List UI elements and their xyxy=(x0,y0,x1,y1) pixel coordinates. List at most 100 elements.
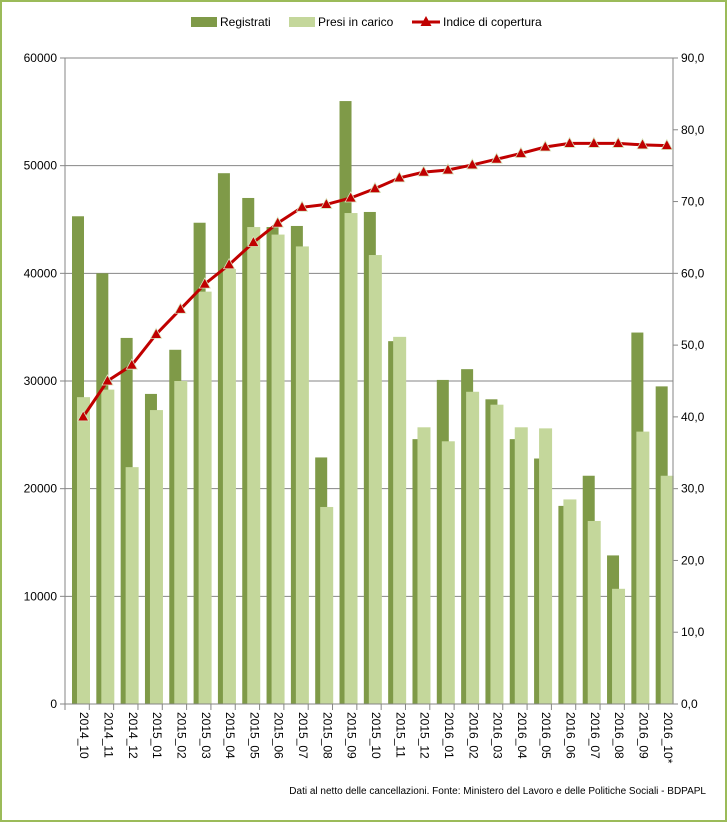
legend-swatch-presi-in-carico xyxy=(289,17,315,27)
bar-presi-in-carico xyxy=(636,431,650,704)
x-tick-label: 2014_10 xyxy=(77,712,91,759)
marker-indice-di-copertura xyxy=(125,358,138,370)
marker-indice-di-copertura xyxy=(344,191,357,203)
bar-presi-in-carico xyxy=(417,427,431,704)
marker-indice-di-copertura xyxy=(368,181,382,194)
marker-indice-di-copertura xyxy=(174,302,187,314)
x-tick-label: 2015_07 xyxy=(296,712,310,759)
bar-presi-in-carico xyxy=(660,475,674,704)
x-tick-label: 2016_01 xyxy=(442,712,456,759)
y-tick-label: 40000 xyxy=(24,266,58,280)
bar-presi-in-carico xyxy=(368,255,382,704)
x-tick-label: 2014_11 xyxy=(101,712,115,758)
marker-indice-di-copertura xyxy=(76,410,90,422)
x-tick-label: 2016_05 xyxy=(539,712,553,759)
bar-presi-in-carico xyxy=(441,441,455,704)
marker-indice-di-copertura xyxy=(587,136,601,148)
marker-indice-di-copertura xyxy=(514,146,528,158)
marker-indice-di-copertura xyxy=(149,327,163,339)
bar-presi-in-carico xyxy=(198,291,212,704)
marker-indice-di-copertura xyxy=(417,165,430,177)
y2-tick-label: 0,0 xyxy=(681,697,698,711)
bar-presi-in-carico xyxy=(514,427,528,704)
x-tick-label: 2016_10* xyxy=(661,712,675,764)
legend-swatch-registrati xyxy=(191,17,217,27)
marker-indice-di-copertura xyxy=(539,140,552,152)
bar-presi-in-carico xyxy=(295,246,309,704)
bar-presi-in-carico xyxy=(320,506,334,704)
bar-presi-in-carico xyxy=(125,467,139,704)
bar-presi-in-carico xyxy=(247,227,261,704)
marker-indice-di-copertura xyxy=(466,158,479,170)
marker-indice-di-copertura xyxy=(198,277,211,289)
bar-presi-in-carico xyxy=(271,234,285,704)
x-tick-label: 2015_03 xyxy=(199,712,213,759)
bar-presi-in-carico xyxy=(490,404,504,704)
y-tick-label: 10000 xyxy=(24,589,58,603)
bar-presi-in-carico xyxy=(149,410,163,704)
bar-presi-in-carico xyxy=(563,499,577,704)
y2-tick-label: 50,0 xyxy=(681,338,705,352)
marker-indice-di-copertura xyxy=(320,197,333,209)
x-tick-label: 2015_10 xyxy=(369,712,383,759)
y-tick-label: 20000 xyxy=(24,482,58,496)
bar-presi-in-carico xyxy=(393,336,407,704)
x-tick-label: 2016_09 xyxy=(637,712,651,759)
marker-indice-di-copertura xyxy=(563,136,576,148)
y-tick-label: 0 xyxy=(50,697,57,711)
x-tick-label: 2015_09 xyxy=(345,712,359,759)
legend-marker-indice-di-copertura xyxy=(420,16,432,26)
y-tick-label: 50000 xyxy=(24,159,58,173)
y2-tick-label: 70,0 xyxy=(681,195,705,209)
bar-presi-in-carico xyxy=(539,428,553,704)
x-tick-label: 2016_07 xyxy=(588,712,602,759)
x-tick-label: 2016_03 xyxy=(491,712,505,759)
marker-indice-di-copertura xyxy=(271,216,284,228)
marker-indice-di-copertura xyxy=(393,171,406,183)
marker-indice-di-copertura xyxy=(101,374,114,386)
x-tick-label: 2015_06 xyxy=(272,712,286,759)
marker-indice-di-copertura xyxy=(295,200,309,212)
bar-presi-in-carico xyxy=(344,213,358,705)
x-tick-label: 2016_02 xyxy=(466,712,480,759)
y2-tick-label: 10,0 xyxy=(681,625,705,639)
y2-tick-label: 60,0 xyxy=(681,266,705,280)
marker-indice-di-copertura xyxy=(490,152,503,164)
marker-indice-di-copertura xyxy=(660,138,674,150)
x-tick-label: 2015_05 xyxy=(247,712,261,759)
x-tick-label: 2015_01 xyxy=(150,712,164,759)
legend-label-presi-in-carico: Presi in carico xyxy=(318,15,394,29)
y-tick-label: 30000 xyxy=(24,374,58,388)
source-note: Dati al netto delle cancellazioni. Fonte… xyxy=(289,786,706,797)
y2-tick-label: 40,0 xyxy=(681,410,705,424)
legend-label-registrati: Registrati xyxy=(220,15,271,29)
x-tick-label: 2015_08 xyxy=(320,712,334,759)
marker-indice-di-copertura xyxy=(612,136,625,148)
marker-indice-di-copertura xyxy=(441,163,455,175)
x-tick-label: 2015_12 xyxy=(418,712,432,759)
y2-tick-label: 30,0 xyxy=(681,482,705,496)
x-tick-label: 2016_04 xyxy=(515,712,529,759)
bar-presi-in-carico xyxy=(612,588,626,704)
y2-tick-label: 20,0 xyxy=(681,553,705,567)
x-tick-label: 2016_08 xyxy=(612,712,626,759)
bar-presi-in-carico xyxy=(222,269,236,704)
x-tick-label: 2015_11 xyxy=(393,712,407,758)
x-tick-label: 2015_02 xyxy=(174,712,188,759)
bar-presi-in-carico xyxy=(587,520,601,704)
bar-presi-in-carico xyxy=(77,397,90,704)
marker-indice-di-copertura xyxy=(636,138,649,150)
x-tick-label: 2014_12 xyxy=(126,712,140,759)
marker-indice-di-copertura xyxy=(222,257,236,270)
marker-indice-di-copertura xyxy=(247,235,260,247)
bar-presi-in-carico xyxy=(466,391,480,704)
x-tick-label: 2015_04 xyxy=(223,712,237,759)
legend-label-indice-di-copertura: Indice di copertura xyxy=(443,15,542,29)
y2-tick-label: 90,0 xyxy=(681,51,705,65)
y2-tick-label: 80,0 xyxy=(681,123,705,137)
y-tick-label: 60000 xyxy=(24,51,58,65)
bar-presi-in-carico xyxy=(101,389,115,704)
bar-presi-in-carico xyxy=(174,381,188,704)
